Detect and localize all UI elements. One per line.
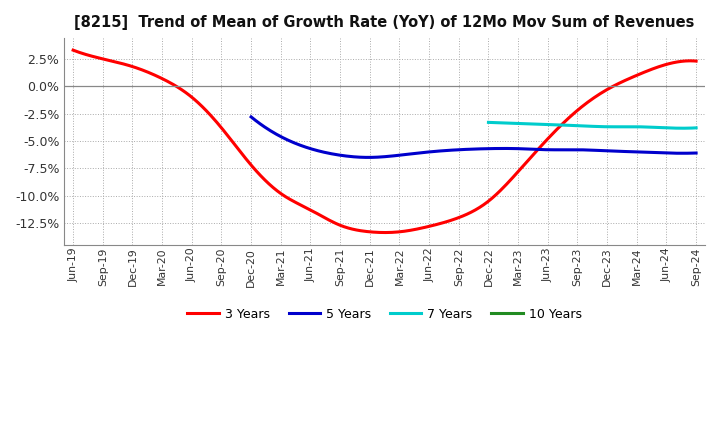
Title: [8215]  Trend of Mean of Growth Rate (YoY) of 12Mo Mov Sum of Revenues: [8215] Trend of Mean of Growth Rate (YoY… [74,15,695,30]
Legend: 3 Years, 5 Years, 7 Years, 10 Years: 3 Years, 5 Years, 7 Years, 10 Years [182,303,587,326]
